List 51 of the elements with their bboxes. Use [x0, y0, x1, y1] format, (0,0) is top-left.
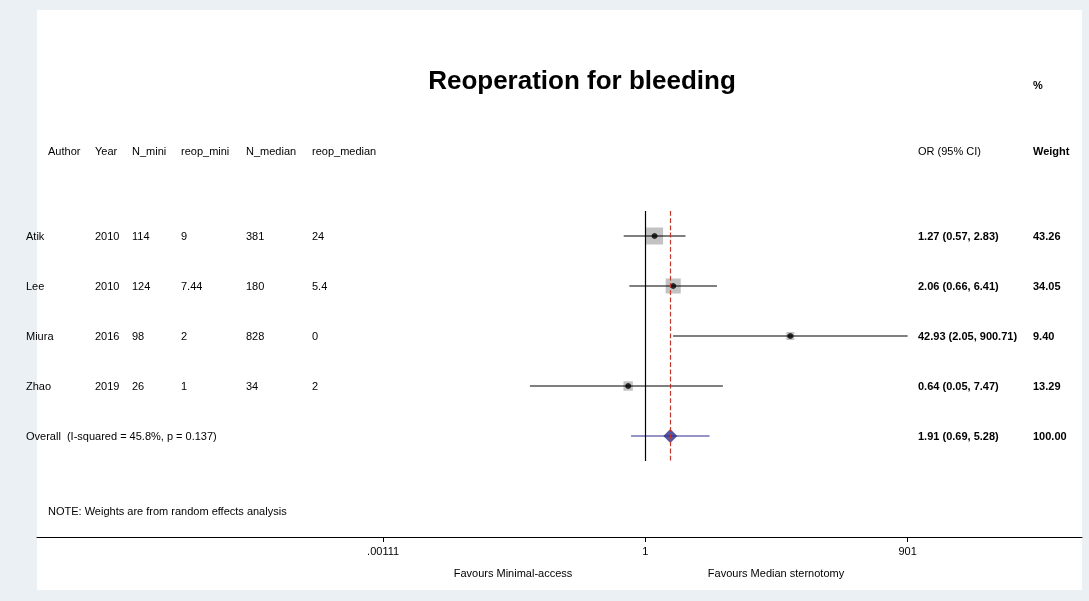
annotation: 34 [246, 380, 259, 392]
annotation: 114 [132, 230, 150, 242]
y-tick-label: Overall (I-squared = 45.8%, p = 0.137) [26, 430, 217, 442]
text: reop_mini [181, 145, 230, 157]
annotation: 26 [132, 380, 145, 392]
text: % [1033, 79, 1043, 91]
y-tick-label: Lee [26, 280, 45, 292]
annotation: 100.00 [1033, 430, 1067, 442]
annotation: 7.44 [181, 280, 203, 292]
annotation: 1.91 (0.69, 5.28) [918, 430, 1000, 442]
text: N_mini [132, 145, 167, 157]
annotation: 2 [312, 380, 319, 392]
annotation: 2019 [95, 380, 120, 392]
y-tick-label: Atik [26, 230, 45, 242]
annotation: 2 [181, 330, 188, 342]
annotation: 34.05 [1033, 280, 1061, 292]
text: Author [48, 145, 81, 157]
annotation: 2010 [95, 280, 120, 292]
annotation: 24 [312, 230, 325, 242]
chart-title: Reoperation for bleeding [428, 65, 736, 95]
x-tick-label: .00111 [367, 544, 400, 557]
text: Favours Median sternotomy [707, 567, 845, 579]
annotation: 43.26 [1033, 230, 1061, 242]
y-tick-label: Zhao [26, 380, 52, 392]
text: Weight [1033, 145, 1070, 157]
annotation: 1.27 (0.57, 2.83) [918, 230, 1000, 242]
x-tick-label: 1 [642, 544, 649, 557]
annotation: 98 [132, 330, 145, 342]
annotation: 381 [246, 230, 265, 242]
text: OR (95% CI) [918, 145, 981, 157]
text: Favours Minimal-access [453, 567, 573, 579]
annotation: 13.29 [1033, 380, 1061, 392]
annotation: 2.06 (0.66, 6.41) [918, 280, 1000, 292]
x-tick-label: 901 [898, 544, 917, 557]
annotation: 0.64 (0.05, 7.47) [918, 380, 1000, 392]
annotation: 1 [181, 380, 188, 392]
annotation: 9.40 [1033, 330, 1055, 342]
annotation: 5.4 [312, 280, 328, 292]
annotation: 42.93 (2.05, 900.71) [918, 330, 1018, 342]
annotation: 180 [246, 280, 265, 292]
annotation: 0 [312, 330, 319, 342]
annotation: 2010 [95, 230, 120, 242]
annotation: 2016 [95, 330, 120, 342]
text: N_median [246, 145, 297, 157]
text: Year [95, 145, 118, 157]
text: NOTE: Weights are from random effects analysis [48, 505, 288, 517]
annotation: 828 [246, 330, 265, 342]
y-tick-label: Miura [26, 330, 55, 342]
annotation: 9 [181, 230, 188, 242]
annotation: 124 [132, 280, 151, 292]
text: reop_median [312, 145, 377, 157]
